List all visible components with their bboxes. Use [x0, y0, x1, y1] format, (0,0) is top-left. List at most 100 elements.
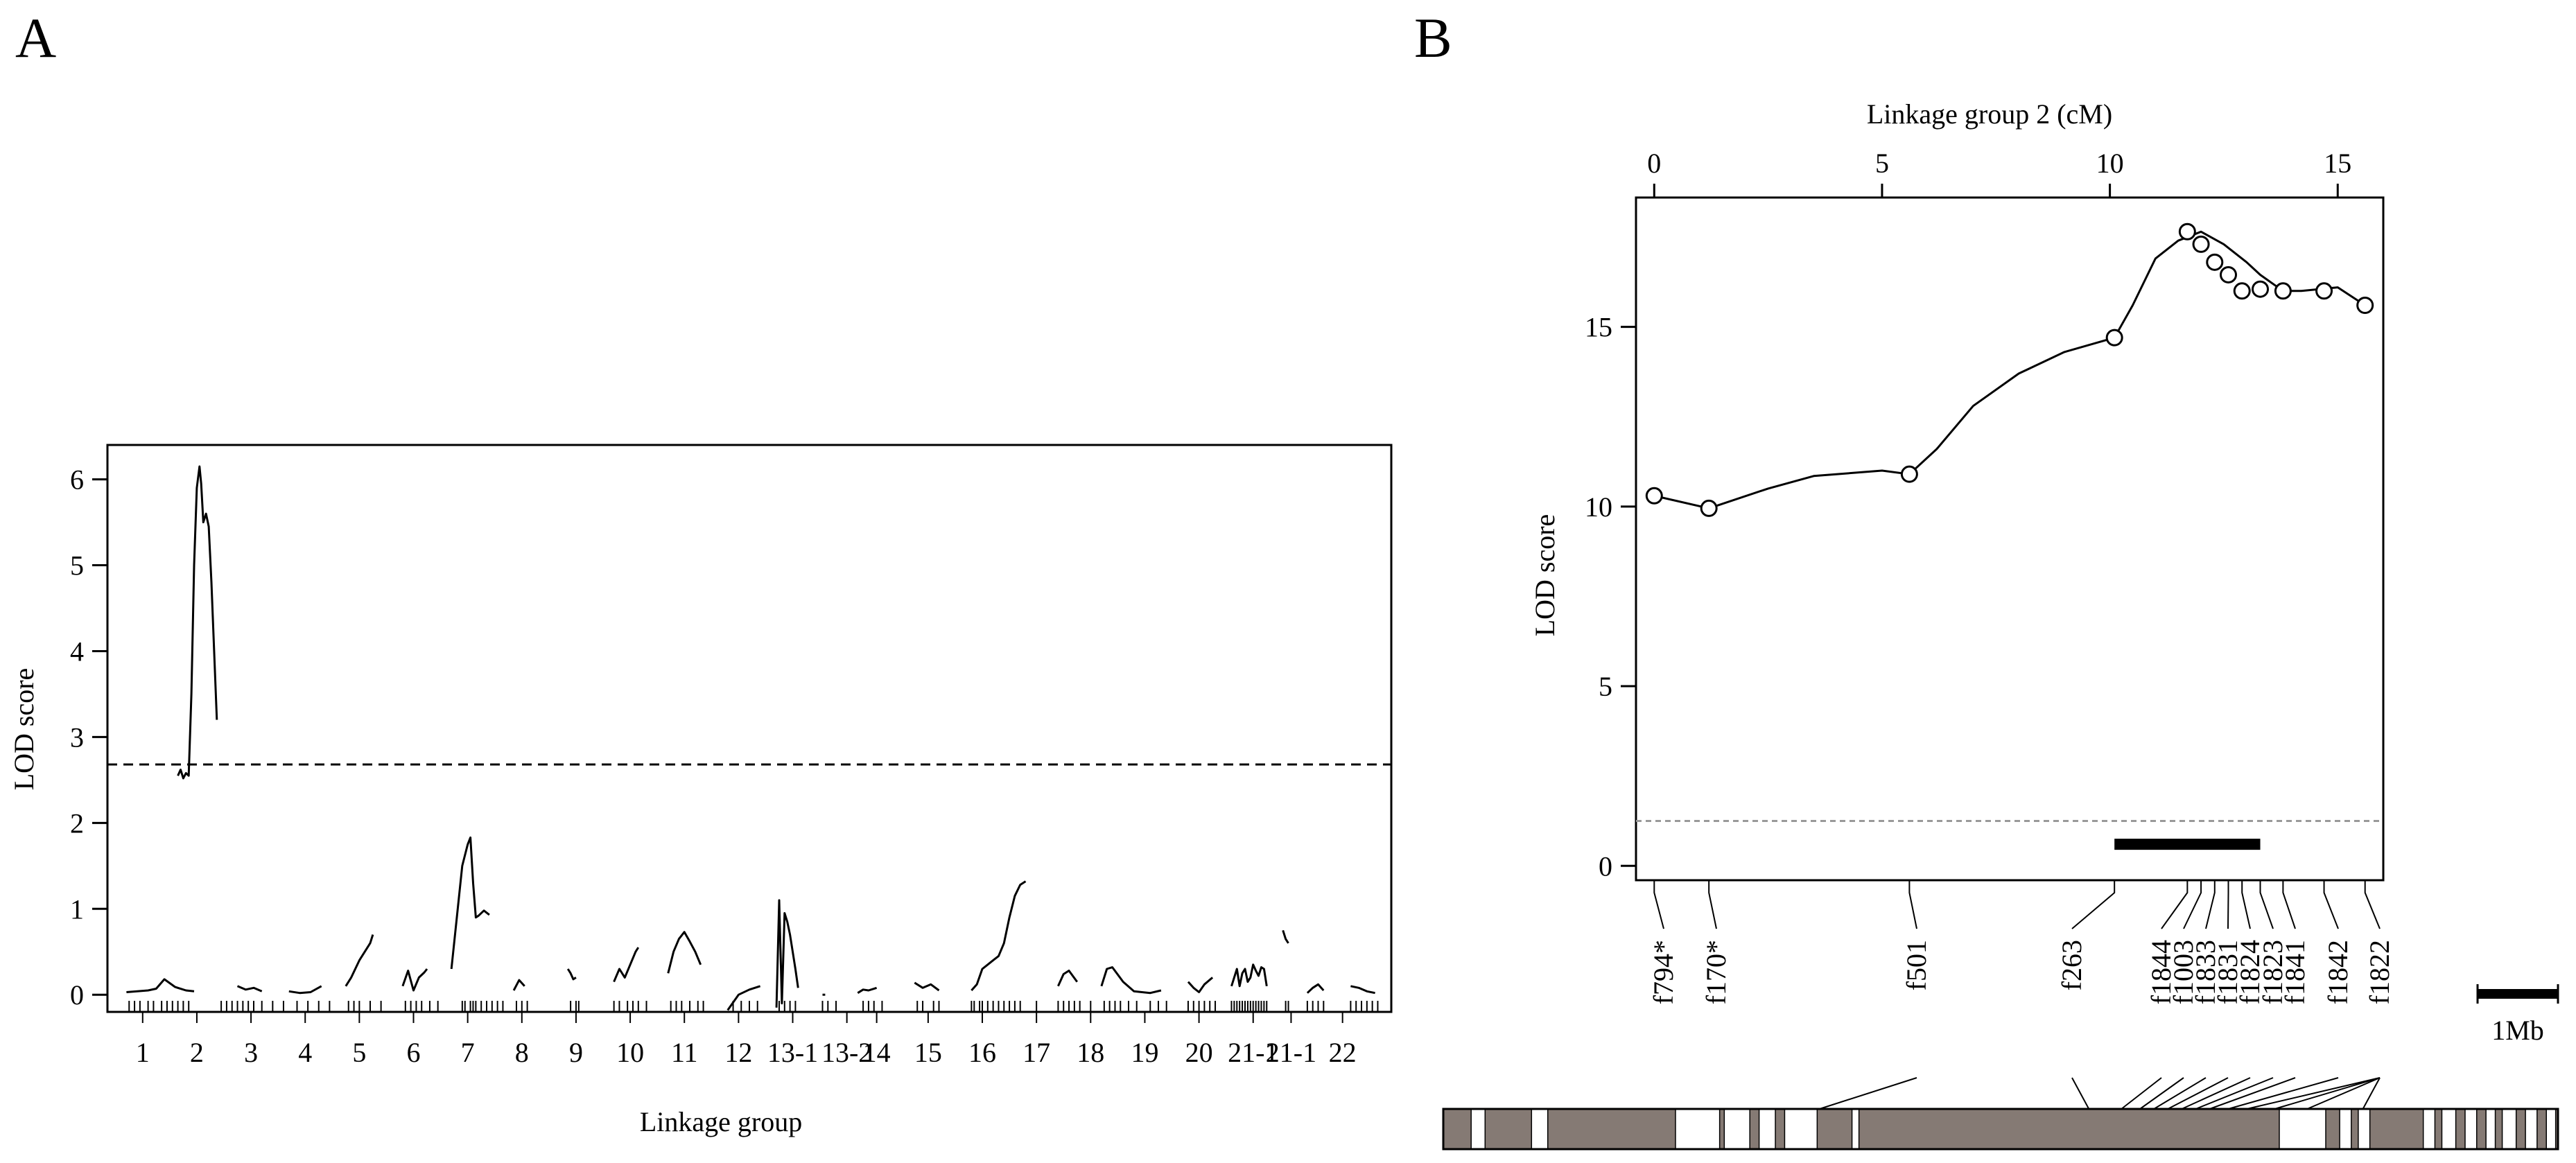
- a-x-tick-label: 18: [1077, 1037, 1104, 1068]
- a-x-tick-label: 15: [914, 1037, 942, 1068]
- b-marker-connector: [2227, 880, 2229, 929]
- b-marker-label: f1844: [2146, 940, 2177, 1004]
- a-x-tick-label: 4: [298, 1037, 312, 1068]
- a-y-tick-label: 3: [70, 722, 84, 753]
- b-marker-connector: [1708, 880, 1717, 929]
- b-marker-label: f1842: [2322, 940, 2353, 1004]
- b-marker-point: [1645, 487, 1663, 505]
- physical-map-block: [1443, 1108, 1472, 1150]
- b-marker-connector: [2364, 880, 2381, 929]
- a-lod-curve-16: [914, 981, 940, 992]
- panel-a-label: A: [15, 6, 56, 69]
- a-lod-curve-23: [1306, 983, 1325, 994]
- b-marker-label: f501: [1901, 940, 1932, 990]
- b-marker-label: f1833: [2190, 940, 2221, 1004]
- panel-b-plot-frame: [1635, 196, 2385, 882]
- a-lod-curve-9: [566, 968, 577, 981]
- a-lod-curve-7: [450, 836, 490, 970]
- b-marker-connector: [2323, 880, 2339, 929]
- a-lod-curve-21: [1230, 963, 1268, 988]
- panel-a-plot-frame: [106, 444, 1393, 1013]
- physical-map-block: [1816, 1108, 1853, 1150]
- physical-map-block: [2515, 1108, 2526, 1150]
- a-y-tick-label: 2: [70, 807, 84, 839]
- physical-map-connector: [2139, 1077, 2184, 1110]
- panel-b-label: B: [1414, 6, 1452, 69]
- a-lod-curve-5: [345, 934, 374, 987]
- a-x-tick-label: 10: [616, 1037, 644, 1068]
- physical-map-block: [1718, 1108, 1725, 1150]
- b-marker-connector: [2071, 880, 2116, 929]
- physical-map-connector: [2306, 1077, 2381, 1110]
- a-y-tick-label: 0: [70, 979, 84, 1011]
- physical-map-block: [2369, 1108, 2424, 1150]
- physical-map-block: [2351, 1108, 2359, 1150]
- a-x-tick-label: 1: [136, 1037, 150, 1068]
- a-x-tick-label: 12: [724, 1037, 752, 1068]
- physical-map-block: [1775, 1108, 1786, 1150]
- panel-b-x-axis-title: Linkage group 2 (cM): [1867, 98, 2112, 130]
- a-x-tick-label: 7: [461, 1037, 475, 1068]
- b-marker-label: f1831: [2212, 940, 2243, 1004]
- panel-b-scale-bar: 1Mb: [2476, 984, 2559, 1046]
- b-marker-connector: [2241, 880, 2251, 929]
- a-lod-curve-13: [775, 899, 799, 1008]
- a-lod-curve-3: [236, 985, 263, 993]
- physical-map-block: [1858, 1108, 2280, 1150]
- b-y-tick-label: 5: [1599, 671, 1612, 702]
- panel-a-marker-ticks: [128, 1001, 1379, 1012]
- a-x-tick-label: 14: [863, 1037, 891, 1068]
- physical-map-connector: [2153, 1077, 2207, 1110]
- b-y-tick-label: 15: [1585, 312, 1612, 343]
- a-lod-curve-10: [613, 947, 640, 983]
- physical-map-connector: [2195, 1077, 2274, 1110]
- panel-a-x-axis-title: Linkage group: [640, 1106, 802, 1137]
- a-x-tick-label: 21-1: [1228, 1037, 1278, 1068]
- a-x-tick-label: 13-1: [767, 1037, 818, 1068]
- physical-map-outline: [1442, 1108, 2559, 1151]
- b-marker-label: f170*: [1700, 940, 1732, 1004]
- a-x-tick-label: 13-2: [821, 1037, 872, 1068]
- b-marker-point: [2206, 253, 2224, 271]
- physical-map-connector: [2246, 1077, 2381, 1110]
- a-y-tick-label: 4: [70, 636, 84, 667]
- b-marker-point: [2192, 235, 2210, 253]
- b-marker-label: f263: [2056, 940, 2087, 990]
- physical-map-connector: [2071, 1077, 2090, 1110]
- a-lod-curve-19: [1100, 966, 1162, 995]
- panel-b-marker-labels: f794* f170* f501 f263 f1844f1003f1833f1831f1…: [1648, 880, 2395, 1004]
- a-x-tick-label: 6: [407, 1037, 421, 1068]
- b-marker-point: [2105, 329, 2123, 347]
- physical-map-connector: [2228, 1077, 2339, 1110]
- b-marker-point: [2252, 280, 2270, 298]
- panel-a-lod-curves: [126, 465, 1375, 1011]
- b-marker-point: [2315, 282, 2333, 300]
- b-marker-label: f1824: [2234, 940, 2265, 1004]
- b-marker-label: f1823: [2257, 940, 2288, 1004]
- a-y-tick-label: 1: [70, 893, 84, 925]
- a-x-tick-label: 8: [515, 1037, 529, 1068]
- a-lod-curve-24: [1350, 985, 1375, 995]
- a-x-tick-label: 17: [1022, 1037, 1050, 1068]
- a-x-tick-label: 16: [968, 1037, 996, 1068]
- b-marker-label: f794*: [1648, 940, 1679, 1004]
- a-x-tick-label: 19: [1131, 1037, 1158, 1068]
- a-lod-curve-11: [667, 931, 702, 974]
- a-x-tick-label: 3: [244, 1037, 258, 1068]
- panel-b: B Linkage group 2 (cM) LOD score 0 5 10 15 …: [1414, 6, 2559, 1151]
- b-y-tick-label: 10: [1585, 491, 1612, 523]
- b-marker-label: f1003: [2168, 940, 2199, 1004]
- physical-map-block: [2536, 1108, 2548, 1150]
- a-lod-curve-4: [288, 985, 322, 995]
- b-marker-point: [1900, 465, 1918, 483]
- physical-map-block: [2455, 1108, 2466, 1150]
- panel-b-x-axis: 0 5 10 15: [1647, 148, 2351, 198]
- a-x-tick-label: 20: [1185, 1037, 1213, 1068]
- b-marker-label: f1841: [2279, 940, 2310, 1004]
- a-x-tick-label: 5: [352, 1037, 366, 1068]
- b-marker-connector: [1653, 880, 1664, 929]
- physical-map-connector: [2121, 1077, 2162, 1110]
- a-lod-curve-18: [1057, 970, 1079, 987]
- physical-map-block: [2476, 1108, 2487, 1150]
